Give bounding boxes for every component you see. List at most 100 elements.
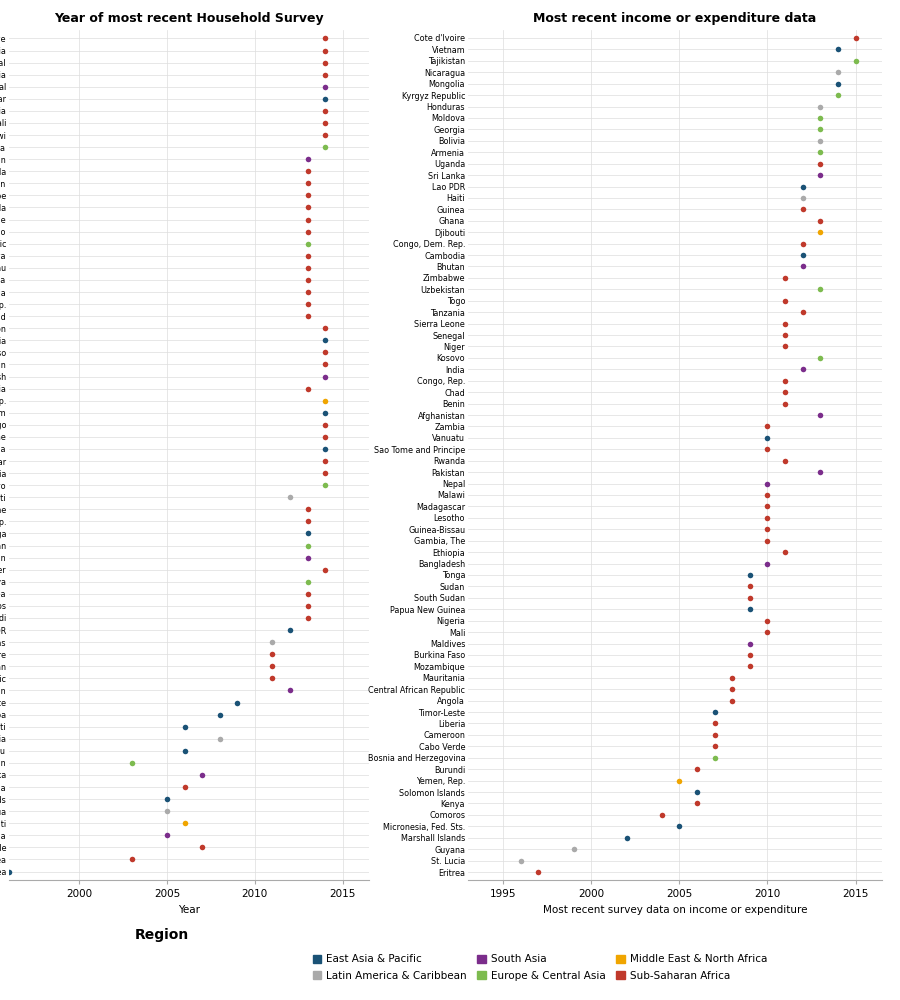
Point	[301, 610, 315, 626]
Title: Year of most recent Household Survey: Year of most recent Household Survey	[54, 12, 324, 25]
Point	[566, 841, 580, 857]
Point	[831, 76, 845, 92]
Point	[796, 236, 810, 252]
Point	[266, 658, 280, 674]
Point	[301, 151, 315, 167]
Point	[778, 270, 792, 286]
Point	[760, 521, 775, 537]
Point	[778, 396, 792, 412]
Point	[813, 464, 827, 480]
Point	[266, 646, 280, 662]
Point	[778, 453, 792, 469]
Point	[725, 670, 740, 686]
Point	[160, 803, 175, 819]
Point	[619, 830, 634, 846]
Point	[849, 30, 863, 46]
Point	[283, 489, 297, 505]
Point	[2, 864, 16, 880]
Point	[778, 544, 792, 560]
Point	[742, 636, 757, 652]
Point	[707, 727, 722, 743]
Point	[707, 738, 722, 754]
Point	[318, 332, 332, 348]
Point	[318, 79, 332, 95]
Point	[654, 807, 669, 823]
X-axis label: Year: Year	[178, 905, 200, 915]
Point	[318, 320, 332, 336]
Point	[778, 316, 792, 332]
Point	[813, 281, 827, 297]
Point	[301, 586, 315, 602]
Point	[177, 779, 192, 795]
Point	[318, 441, 332, 457]
Point	[318, 369, 332, 385]
Point	[813, 213, 827, 229]
Point	[301, 513, 315, 529]
Point	[672, 773, 687, 789]
Point	[778, 384, 792, 400]
Point	[725, 693, 740, 709]
Point	[177, 719, 192, 735]
Point	[760, 556, 775, 572]
Title: Most recent income or expenditure data: Most recent income or expenditure data	[534, 12, 816, 25]
Point	[318, 43, 332, 59]
Point	[177, 815, 192, 831]
Point	[318, 139, 332, 155]
Point	[318, 417, 332, 433]
Point	[230, 695, 245, 711]
Point	[301, 212, 315, 228]
Point	[813, 350, 827, 366]
Point	[689, 795, 704, 811]
Point	[831, 41, 845, 57]
Point	[725, 681, 740, 697]
Point	[707, 715, 722, 731]
Point	[125, 851, 140, 867]
Point	[318, 562, 332, 578]
Point	[301, 381, 315, 397]
Point	[318, 429, 332, 445]
Point	[301, 525, 315, 541]
Point	[796, 361, 810, 377]
Point	[707, 704, 722, 720]
Point	[796, 179, 810, 195]
Point	[796, 190, 810, 206]
Point	[301, 501, 315, 517]
Point	[318, 477, 332, 493]
Point	[778, 327, 792, 343]
Point	[813, 144, 827, 160]
Point	[813, 121, 827, 137]
Point	[283, 622, 297, 638]
Point	[318, 55, 332, 71]
Point	[212, 707, 227, 723]
Point	[301, 163, 315, 179]
Point	[514, 853, 528, 869]
Point	[318, 115, 332, 131]
Point	[301, 538, 315, 554]
Point	[813, 156, 827, 172]
Point	[301, 187, 315, 203]
Point	[160, 791, 175, 807]
Point	[672, 818, 687, 834]
Point	[195, 767, 210, 783]
Point	[796, 258, 810, 274]
Point	[318, 103, 332, 119]
Point	[318, 356, 332, 372]
Point	[318, 30, 332, 46]
Point	[742, 647, 757, 663]
Point	[813, 110, 827, 126]
Point	[125, 755, 140, 771]
Point	[318, 465, 332, 481]
Point	[301, 224, 315, 240]
Point	[301, 574, 315, 590]
Point	[796, 201, 810, 217]
Point	[760, 624, 775, 640]
Point	[301, 598, 315, 614]
Point	[301, 248, 315, 264]
Point	[813, 224, 827, 240]
Point	[301, 284, 315, 300]
Point	[301, 175, 315, 191]
Point	[813, 99, 827, 115]
Point	[760, 441, 775, 457]
Point	[742, 658, 757, 674]
Point	[160, 827, 175, 843]
